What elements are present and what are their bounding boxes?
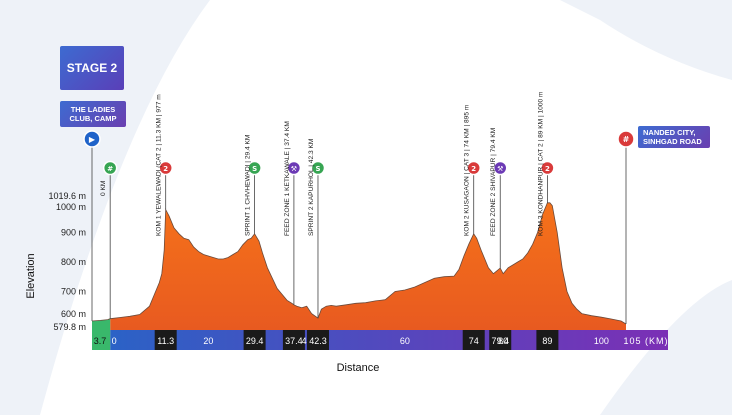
xtick-label: 40 bbox=[302, 336, 312, 346]
flag-start-icon-glyph: # bbox=[107, 165, 113, 173]
kom-icon-glyph: 2 bbox=[471, 165, 476, 173]
marker-label: SPRINT 1 CHVHEWADI | 29.4 KM bbox=[245, 135, 252, 236]
xtick-label: 0 bbox=[112, 336, 117, 346]
xtick-highlight bbox=[154, 330, 177, 350]
finish-location-tag: NANDED CITY, SINHGAD ROAD bbox=[638, 126, 710, 148]
distance-bar bbox=[110, 330, 668, 350]
distance-bar-neutral bbox=[92, 330, 111, 350]
kom-icon-glyph: 2 bbox=[163, 165, 168, 173]
sprint-icon-glyph: S bbox=[252, 165, 257, 173]
marker-label: FEED ZONE 2 SHIVAPUR | 79.4 KM bbox=[490, 128, 497, 236]
x-axis-title: Distance bbox=[337, 362, 380, 374]
marker-label: 0 KM bbox=[100, 181, 107, 196]
ytick-label: 1000 m bbox=[56, 202, 86, 212]
ytick-label: 800 m bbox=[61, 257, 86, 267]
xtick-highlight bbox=[306, 330, 329, 350]
xtick-label: 11.3 bbox=[157, 336, 174, 346]
kom-icon bbox=[158, 160, 173, 176]
kom-icon-glyph: 2 bbox=[545, 165, 550, 173]
xtick-highlight bbox=[489, 330, 512, 350]
feed-icon-glyph: ⚒ bbox=[497, 165, 503, 173]
xtick-label: 105 (KM) bbox=[623, 336, 668, 346]
xtick-label: 80 bbox=[498, 336, 508, 346]
marker-label: SPRINT 2 KAPURHOL | 42.3 KM bbox=[308, 139, 315, 236]
profile-area-neutral bbox=[92, 318, 111, 330]
feed-icon bbox=[286, 160, 302, 176]
xtick-label: 42.3 bbox=[309, 336, 327, 346]
start-location-tag: THE LADIES CLUB, CAMP bbox=[60, 101, 126, 127]
sprint-icon bbox=[310, 160, 326, 176]
marker-label: KOM 3 KONDHANPUR | CAT 2 | 89 KM | 1000 … bbox=[537, 91, 544, 236]
sprint-icon-glyph: S bbox=[315, 165, 320, 173]
finish-location-label: NANDED CITY, SINHGAD ROAD bbox=[643, 128, 702, 146]
xtick-highlight bbox=[243, 330, 266, 350]
kom-icon bbox=[466, 160, 481, 176]
feed-icon-glyph: ⚒ bbox=[291, 165, 297, 173]
sprint-icon bbox=[247, 160, 262, 176]
start-location-label: THE LADIES CLUB, CAMP bbox=[69, 105, 117, 123]
xtick-label: 29.4 bbox=[246, 336, 264, 346]
xtick-label: 60 bbox=[400, 336, 410, 346]
xtick-label: 100 bbox=[594, 336, 609, 346]
xtick-label: 74 bbox=[469, 336, 479, 346]
profile-line bbox=[91, 202, 627, 325]
stage-title-box: STAGE 2 bbox=[60, 46, 124, 90]
ytick-label: 900 m bbox=[61, 227, 86, 237]
ytick-label: 1019.6 m bbox=[48, 191, 86, 201]
xtick-label: 3.7 bbox=[94, 336, 107, 346]
xtick-highlight bbox=[536, 330, 559, 350]
xtick-highlight bbox=[282, 330, 305, 350]
ytick-label: 579.8 m bbox=[53, 322, 86, 332]
feed-icon bbox=[492, 160, 508, 176]
xtick-label: 20 bbox=[203, 336, 213, 346]
marker-label: KOM 1 YEWALEWADI (CAT 2 | 11.3 KM | 977 … bbox=[156, 94, 163, 236]
flag-start-icon bbox=[102, 160, 118, 176]
profile-area bbox=[110, 202, 626, 330]
xtick-label: 79.4 bbox=[491, 336, 509, 346]
marker-label: KOM 2 KUSAGAON | CAT 3 | 74 KM | 895 m bbox=[464, 104, 471, 236]
marker-label: FEED ZONE 1 KETKAWALE | 37.4 KM bbox=[284, 121, 291, 236]
finish-icon-glyph: # bbox=[623, 135, 630, 144]
start-icon-glyph: ▶ bbox=[89, 135, 96, 144]
ytick-label: 600 m bbox=[61, 309, 86, 319]
xtick-label: 89 bbox=[542, 336, 552, 346]
stage-title: STAGE 2 bbox=[66, 61, 118, 75]
y-axis-title: Elevation bbox=[25, 253, 37, 298]
xtick-highlight bbox=[462, 330, 485, 350]
finish-icon bbox=[617, 130, 635, 148]
ytick-label: 700 m bbox=[61, 286, 86, 296]
xtick-label: 37.4 bbox=[285, 336, 303, 346]
kom-icon bbox=[540, 160, 555, 176]
start-icon bbox=[83, 130, 101, 148]
